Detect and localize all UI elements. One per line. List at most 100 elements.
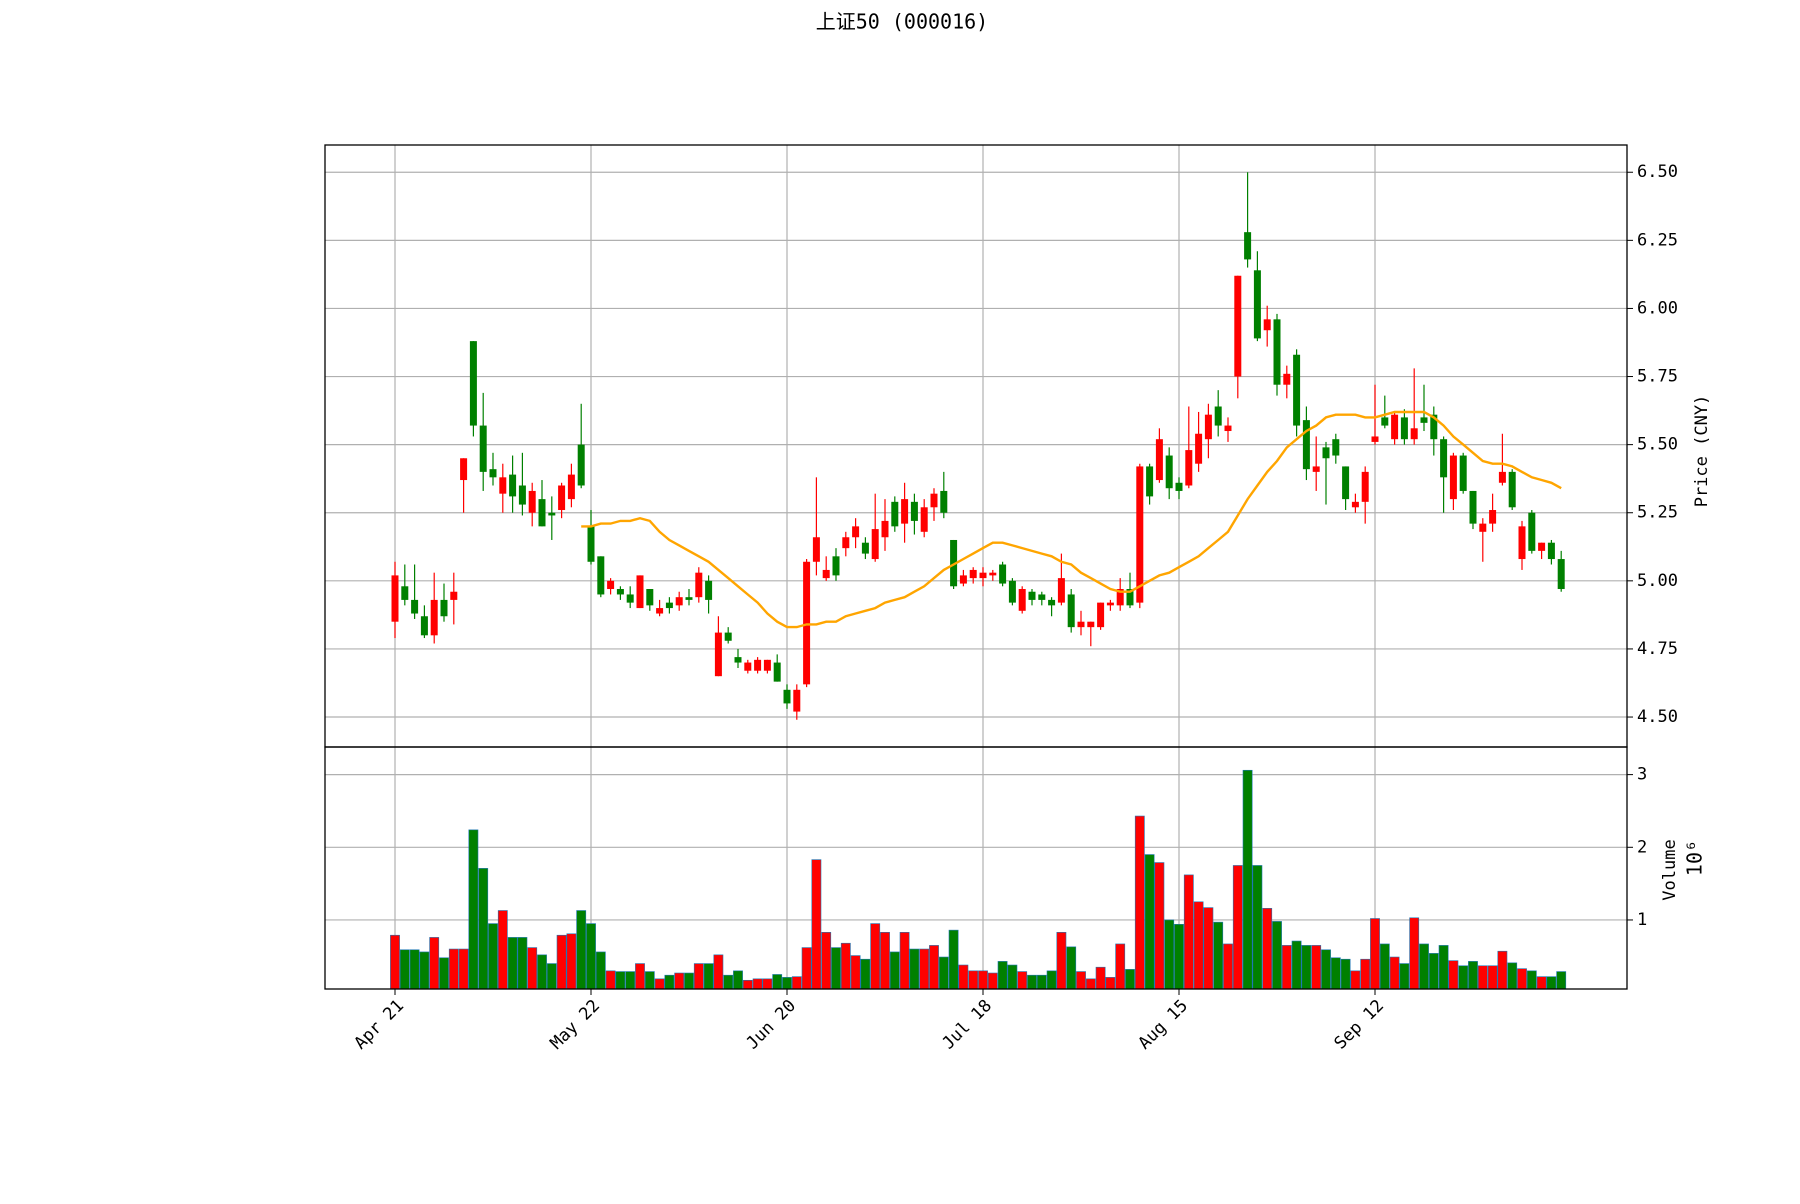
- volume-bar: [723, 974, 734, 990]
- volume-bar: [782, 977, 792, 990]
- volume-bar: [713, 954, 724, 990]
- volume-bar: [458, 948, 469, 990]
- volume-bar: [674, 972, 685, 990]
- volume-bar: [644, 971, 655, 990]
- x-tick-label: Apr 21: [350, 996, 408, 1054]
- volume-bar: [1301, 945, 1312, 990]
- candle-body: [1175, 482, 1183, 491]
- candle-body: [440, 599, 448, 617]
- volume-bar: [1027, 974, 1037, 990]
- candle-body: [1420, 417, 1428, 423]
- volume-bar: [850, 955, 861, 990]
- candle-body: [861, 542, 869, 554]
- candle-body: [744, 662, 752, 671]
- y-tick-label: 2: [1637, 837, 1647, 857]
- volume-bar: [1154, 862, 1165, 990]
- candle-body: [597, 556, 605, 595]
- candle-body: [1038, 594, 1046, 600]
- candle-body: [420, 616, 428, 636]
- volume-bar: [831, 947, 841, 990]
- volume-bar: [399, 949, 410, 990]
- volume-bar: [625, 971, 636, 990]
- candle-body: [1057, 578, 1065, 603]
- candle-body: [763, 659, 771, 671]
- volume-bar: [1438, 945, 1449, 990]
- volume-bar: [1536, 976, 1547, 990]
- candle-body: [607, 580, 615, 590]
- volume-bar: [595, 951, 606, 990]
- candle-body: [1048, 599, 1056, 606]
- volume-bar: [1468, 961, 1478, 990]
- volume-bar: [1291, 940, 1302, 990]
- candle-body: [1351, 501, 1359, 508]
- volume-bar: [840, 942, 851, 990]
- candle-body: [411, 599, 419, 614]
- candle-body: [930, 493, 938, 508]
- volume-bar: [1262, 908, 1273, 990]
- y-axis-label: Volume: [1660, 839, 1680, 900]
- candle-body: [430, 599, 438, 636]
- volume-bar: [605, 970, 616, 990]
- y-tick-label: 5.25: [1637, 503, 1678, 523]
- candle-body: [460, 458, 468, 481]
- candle-body: [871, 529, 879, 560]
- candle-body: [1126, 589, 1134, 606]
- candle-body: [1136, 466, 1144, 603]
- axis-offset-label: 10⁶: [1683, 840, 1707, 876]
- volume-bar: [1330, 957, 1341, 990]
- volume-bar: [1419, 943, 1429, 990]
- volume-bar: [1428, 953, 1439, 990]
- y-tick-label: 4.50: [1637, 707, 1678, 727]
- candle-body: [675, 597, 683, 606]
- volume-bar: [1311, 945, 1322, 990]
- candle-body: [1008, 580, 1016, 603]
- candle-body: [1116, 589, 1124, 606]
- volume-bar: [507, 937, 518, 990]
- volume-bar: [497, 910, 508, 990]
- candle-body: [665, 602, 673, 609]
- volume-bar: [860, 958, 871, 990]
- volume-bar: [772, 974, 783, 990]
- candle-body: [1214, 406, 1222, 426]
- volume-bar: [1105, 977, 1116, 990]
- candle-body: [1538, 542, 1546, 551]
- candle-body: [1498, 471, 1506, 483]
- candle-body: [646, 589, 654, 606]
- candle-body: [1410, 428, 1418, 440]
- candle-body: [656, 608, 664, 614]
- candle-body: [793, 689, 801, 712]
- y-axis-label: Price (CNY): [1692, 395, 1712, 508]
- volume-bar: [870, 923, 881, 990]
- volume-bar: [938, 956, 949, 990]
- volume-bar: [1007, 964, 1018, 990]
- candle-body: [1361, 471, 1369, 502]
- volume-bar: [546, 963, 557, 990]
- volume-bar: [527, 947, 538, 990]
- volume-bar: [409, 949, 420, 990]
- candle-body: [469, 341, 477, 426]
- candle-body: [1253, 270, 1261, 339]
- candle-body: [1391, 414, 1399, 440]
- volume-bar: [733, 970, 743, 990]
- volume-panel-frame: [324, 746, 1628, 990]
- candle-body: [920, 507, 928, 532]
- candle-body: [558, 485, 566, 511]
- volume-bar: [978, 970, 988, 990]
- candle-body: [1204, 414, 1212, 440]
- y-tick-label: 5.50: [1637, 435, 1678, 455]
- candle-body: [881, 520, 889, 538]
- candle-body: [901, 499, 909, 524]
- volume-bar: [801, 947, 812, 990]
- candle-body: [1400, 417, 1408, 440]
- volume-bar: [1350, 970, 1361, 990]
- candle-body: [940, 490, 948, 513]
- candle-body: [587, 526, 595, 562]
- x-tick-label: Aug 15: [1134, 996, 1192, 1054]
- volume-bar: [684, 972, 694, 990]
- volume-bar: [1232, 865, 1243, 990]
- candle-body: [724, 632, 732, 641]
- candle-body: [1312, 466, 1320, 472]
- volume-bar: [419, 951, 430, 990]
- volume-bar: [762, 978, 773, 990]
